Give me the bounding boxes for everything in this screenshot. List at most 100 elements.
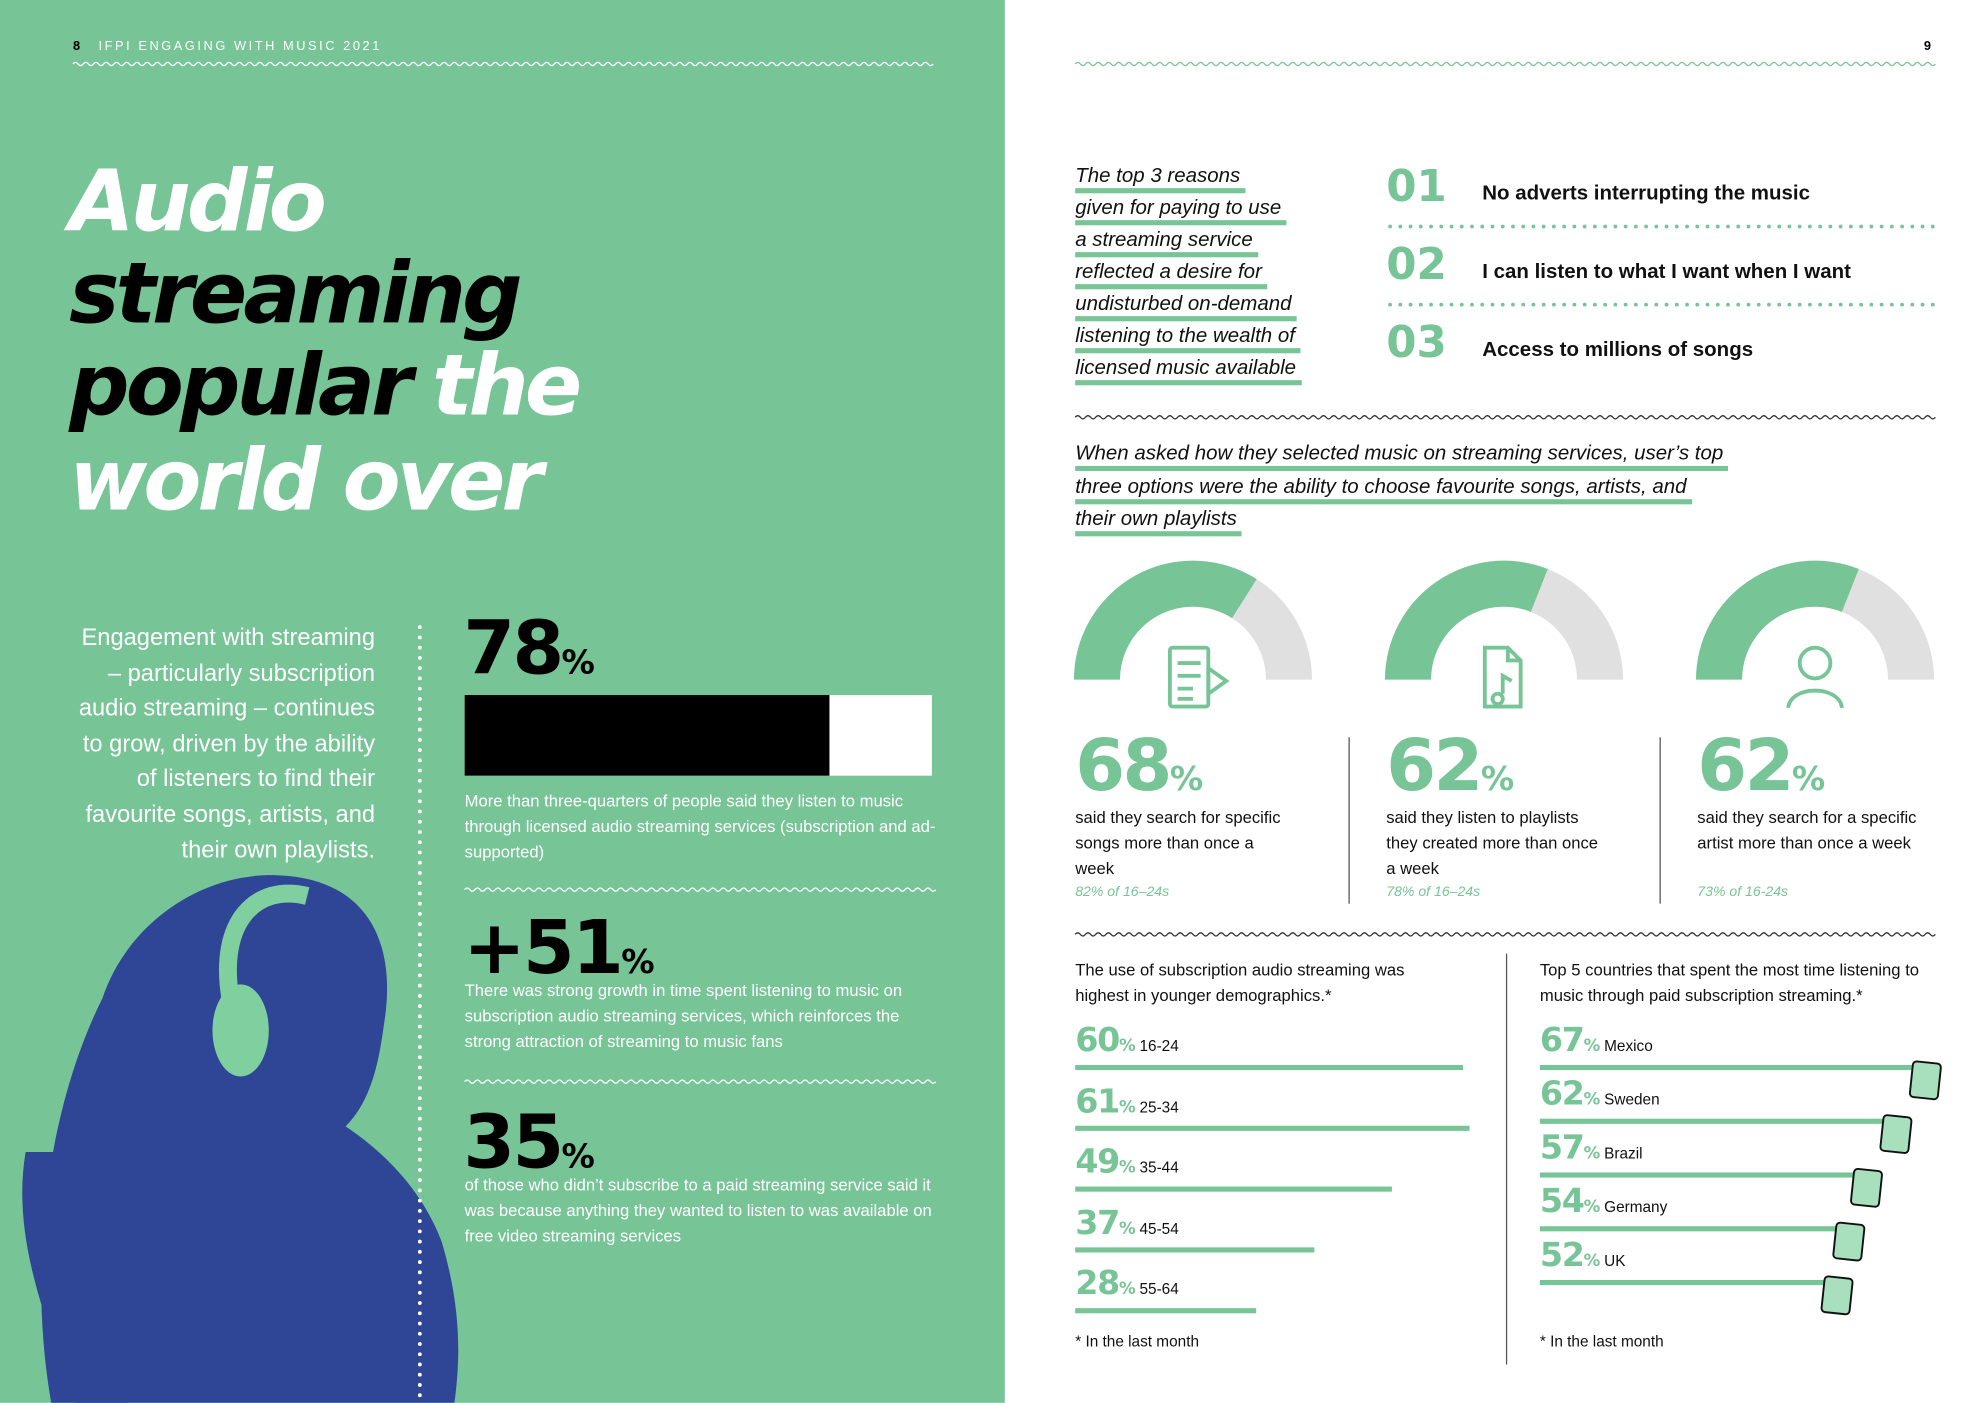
bar-unit: %: [1118, 1036, 1136, 1056]
gauge-track: [1232, 579, 1312, 680]
gauge-text: said they search for a specific artist m…: [1697, 807, 1917, 853]
stat-value: 35: [463, 1098, 564, 1186]
title-part: streaming: [69, 244, 523, 344]
flag: [1908, 1060, 1942, 1101]
bar: [1075, 1247, 1315, 1253]
gauge-note: 82% of 16–24s: [1075, 884, 1170, 900]
gauge-unit: %: [1480, 760, 1515, 799]
wavy-rule: [72, 61, 934, 67]
headphone-band: [218, 884, 310, 1000]
bar-unit: %: [1583, 1090, 1601, 1110]
flag: [1832, 1221, 1866, 1262]
gauge-value: 62: [1386, 724, 1483, 808]
selection-intro-line: When asked how they selected music on st…: [1075, 442, 1729, 472]
stat-unit: %: [621, 943, 655, 982]
gauge-track: [1530, 568, 1624, 680]
bar-figure: 57% Brazil: [1540, 1129, 1643, 1167]
gauge-text: said they search for specific songs more…: [1075, 807, 1281, 879]
bar-unit: %: [1583, 1144, 1601, 1164]
stat-unit: %: [561, 643, 595, 683]
gauge-figure: 62%: [1697, 724, 1825, 807]
icons: [1167, 645, 1844, 709]
reason-rank: 02: [1386, 239, 1447, 291]
bar-unit: %: [1118, 1280, 1136, 1300]
bar-figure: 52% UK: [1540, 1236, 1626, 1274]
bar-value: 60: [1075, 1021, 1120, 1060]
bar-unit: %: [1118, 1219, 1136, 1239]
gauge-figure: 68%: [1075, 724, 1203, 807]
stat-figure: +51%: [463, 904, 654, 991]
flag: [1879, 1114, 1913, 1154]
bar: [1075, 1308, 1257, 1314]
stat-bar: [464, 695, 830, 776]
bar-value: 62: [1539, 1075, 1585, 1114]
stat-text: There was strong growth in time spent li…: [464, 980, 903, 1051]
stat-figure: 35%: [463, 1098, 595, 1185]
selection-intro-line: three options were the ability to choose…: [1075, 474, 1692, 504]
bar-figure: 60% 16-24: [1075, 1021, 1179, 1059]
wavy-rule: [1074, 932, 1936, 937]
bar-figure: 49% 35-44: [1075, 1143, 1179, 1181]
bar-value: 61: [1075, 1082, 1120, 1121]
gauge-value: 62: [1697, 724, 1794, 808]
gauge-figure: 62%: [1386, 724, 1514, 807]
bar-figure: 61% 25-34: [1075, 1082, 1179, 1120]
wavy-rule: [1074, 415, 1936, 420]
stat-value: 78: [463, 604, 564, 692]
title-part: the: [432, 336, 582, 436]
footnote: * In the last month: [1075, 1332, 1200, 1351]
reasons-intro-line: listening to the wealth of: [1075, 324, 1301, 354]
title-part: popular: [69, 336, 413, 436]
stat-unit: %: [561, 1137, 595, 1177]
bar-label: 55-64: [1139, 1280, 1179, 1298]
bar-figure: 62% Sweden: [1540, 1075, 1660, 1113]
bar: [1539, 1172, 1876, 1178]
bar-unit: %: [1118, 1097, 1136, 1117]
wavy-rule: [1074, 61, 1936, 67]
bar-label: UK: [1604, 1251, 1626, 1270]
reason-text: I can listen to what I want when I want: [1482, 261, 1851, 283]
reasons-intro-line: given for paying to use: [1075, 196, 1287, 226]
reasons-intro-line: undisturbed on-demand: [1075, 292, 1297, 322]
gauge-arc: [1073, 560, 1257, 680]
bar: [1075, 1064, 1464, 1071]
reason-text: Access to millions of songs: [1482, 339, 1754, 361]
headphone-cup: [212, 984, 269, 1077]
title-line: world over: [69, 430, 543, 532]
gauge-arc: [1696, 560, 1859, 680]
title-line: streaming: [69, 243, 523, 345]
gauge-track: [1841, 568, 1935, 680]
chart-title: Top 5 countries that spent the most time…: [1539, 960, 1920, 1005]
reasons-intro-line: licensed music available: [1075, 356, 1302, 386]
reason-text: No adverts interrupting the music: [1482, 183, 1810, 205]
bar-label: 35-44: [1139, 1158, 1179, 1177]
bar-label: 25-34: [1139, 1097, 1179, 1116]
stat-sign: +: [463, 903, 525, 991]
bar-value: 37: [1075, 1203, 1120, 1243]
wavy-rule: [464, 1079, 937, 1084]
title-part: world over: [69, 431, 543, 530]
intro: Engagement with streaming – particularly…: [78, 623, 376, 863]
gauge-text: said they listen to playlists they creat…: [1386, 807, 1599, 879]
bar: [1075, 1125, 1470, 1131]
bar-value: 52: [1539, 1236, 1585, 1275]
bar-value: 28: [1075, 1264, 1120, 1304]
stat-figure: 78%: [463, 604, 595, 691]
bar: [1539, 1226, 1858, 1232]
footnote: * In the last month: [1539, 1332, 1664, 1351]
gauge-unit: %: [1791, 760, 1826, 799]
stat-text: of those who didn’t subscribe to a paid …: [464, 1175, 932, 1246]
bar-label: Sweden: [1604, 1090, 1660, 1109]
gauge-note: 78% of 16–24s: [1386, 884, 1481, 900]
gauge-arc: [1384, 560, 1548, 680]
bar-label: Brazil: [1604, 1144, 1643, 1163]
bar-value: 57: [1539, 1128, 1585, 1168]
title-part: Audio: [69, 152, 327, 251]
page-number: 9: [1923, 39, 1931, 54]
wavy-rule: [464, 887, 937, 892]
bar-figure: 28% 55-64: [1075, 1265, 1179, 1303]
gauge-unit: %: [1169, 760, 1204, 799]
gauge-value: 68: [1075, 724, 1172, 808]
